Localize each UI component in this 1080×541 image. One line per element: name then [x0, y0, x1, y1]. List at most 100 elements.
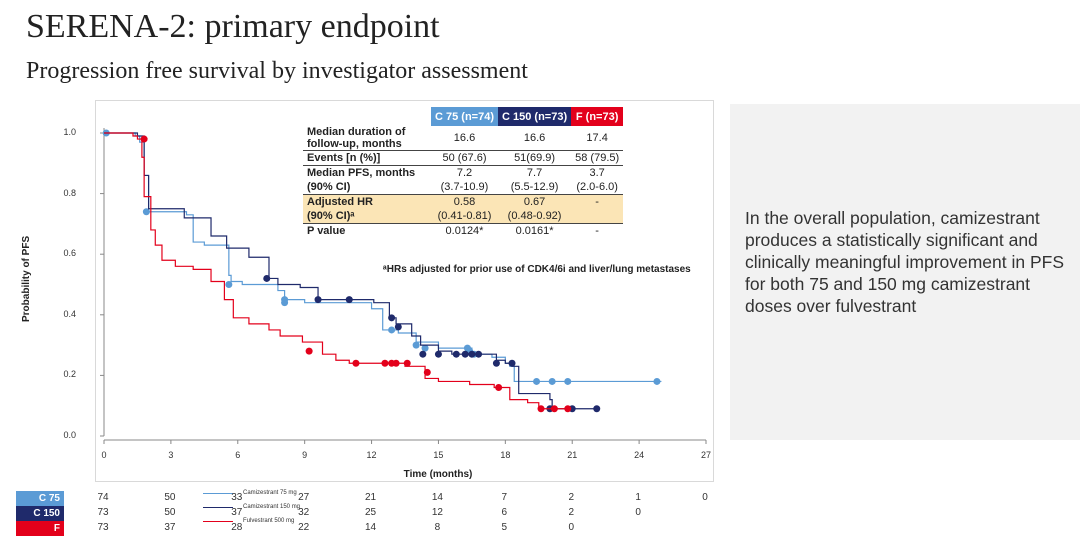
- legend-label: Camizestrant 75 mg: [243, 490, 297, 496]
- stats-cell: (0.41-0.81): [431, 209, 498, 224]
- legend-label: Camizestrant 150 mg: [243, 504, 301, 510]
- stats-cell: 7.2: [431, 165, 498, 180]
- stats-row-label: Adjusted HR: [303, 194, 431, 209]
- stats-cell: (5.5-12.9): [510, 181, 559, 193]
- stats-row-label: Median duration of follow-up, months: [307, 126, 406, 150]
- risk-count: 73: [97, 507, 109, 518]
- risk-count: 74: [97, 492, 109, 503]
- censor-mark: [564, 405, 572, 413]
- risk-count: 37: [231, 507, 243, 518]
- stats-header-c75: C 75 (n=74): [431, 107, 498, 126]
- stats-row-label: (90% CI): [307, 181, 351, 193]
- stats-cell: -: [571, 194, 624, 209]
- risk-count: 12: [431, 507, 443, 518]
- legend-swatch: [203, 520, 233, 522]
- censor-mark: [434, 350, 442, 358]
- stats-cell: 3.7: [571, 165, 624, 180]
- stats-cell: 7.7: [498, 165, 572, 180]
- censor-mark: [305, 347, 313, 355]
- risk-count: 2: [568, 507, 574, 518]
- risk-count: 28: [231, 522, 243, 533]
- callout-text: In the overall population, camizestrant …: [745, 208, 1065, 316]
- censor-mark: [392, 359, 400, 367]
- risk-count: 37: [164, 522, 176, 533]
- stats-row: P value 0.0124* 0.0161* -: [303, 223, 624, 238]
- series-line-3: [104, 132, 568, 410]
- stats-cell: (3.7-10.9): [440, 181, 489, 193]
- risk-count: 14: [431, 492, 443, 503]
- censor-mark: [419, 350, 427, 358]
- censor-mark: [548, 377, 556, 385]
- risk-row-label: F: [16, 521, 64, 536]
- stats-row-label: Events [n (%)]: [303, 150, 431, 166]
- chart-frame: 0 3 6 9 12 15 18 21 24 27 Time (months) Camizestra…: [95, 100, 714, 524]
- legend-label: Fulvestrant 500 mg: [243, 518, 295, 524]
- censor-mark: [508, 359, 516, 367]
- censor-mark: [537, 405, 545, 413]
- stats-cell: (2.0-6.0): [576, 181, 618, 193]
- stats-row-label: (90% CI)ᵃ: [303, 209, 431, 224]
- stats-header-c150: C 150 (n=73): [498, 107, 572, 126]
- risk-count: 0: [702, 492, 708, 503]
- risk-count: 50: [164, 507, 176, 518]
- page-title: SERENA-2: primary endpoint: [26, 8, 440, 45]
- stats-cell: 51(69.9): [498, 150, 572, 166]
- censor-mark: [461, 350, 469, 358]
- risk-count: 33: [231, 492, 243, 503]
- risk-count: 27: [298, 492, 310, 503]
- stats-row: Events [n (%)] 50 (67.6) 51(69.9) 58 (79.5): [303, 150, 624, 166]
- stats-row: Adjusted HR 0.58 0.67-: [303, 194, 624, 209]
- y-tick-label: 1.0: [63, 127, 76, 137]
- risk-count: 14: [364, 522, 377, 533]
- y-tick-label: 0.2: [63, 369, 76, 380]
- censor-mark: [495, 384, 503, 392]
- risk-row-label: C 150: [16, 506, 64, 521]
- x-tick-label: 18: [500, 450, 510, 460]
- x-tick-label: 0: [101, 450, 106, 460]
- stats-cell: 17.4: [586, 132, 608, 144]
- stats-cell: [571, 209, 624, 224]
- censor-mark: [412, 341, 420, 349]
- legend: Camizestrant 75 mg Camizestrant 150 mg Ful…: [203, 486, 300, 528]
- stats-cell: 58 (79.5): [571, 150, 624, 166]
- stats-cell: -: [571, 223, 624, 238]
- x-tick-label: 15: [433, 450, 443, 460]
- risk-count: 7: [501, 492, 508, 503]
- x-axis-label: Time (months): [404, 469, 473, 480]
- censor-mark: [475, 350, 483, 358]
- stats-row: Median duration of follow-up, months 16.6…: [303, 126, 623, 151]
- stats-row-label: P value: [303, 223, 431, 238]
- stats-cell: 0.0161*: [498, 223, 572, 238]
- stats-row-label: Median PFS, months: [303, 165, 431, 180]
- stats-header-f: F (n=73): [571, 107, 624, 126]
- stats-cell: 0.0124*: [431, 223, 498, 238]
- y-tick-label: 0.6: [63, 248, 76, 259]
- stats-row: (90% CI) (3.7-10.9) (5.5-12.9) (2.0-6.0): [303, 180, 623, 195]
- risk-count: 1: [635, 492, 641, 503]
- legend-swatch: [203, 492, 233, 494]
- y-tick-label: 0.8: [63, 187, 76, 198]
- censor-mark: [550, 405, 558, 413]
- y-tick-label: 0.0: [63, 430, 76, 440]
- stats-row: Median PFS, months 7.2 7.7 3.7: [303, 165, 624, 180]
- callout-box: In the overall population, camizestrant …: [730, 104, 1080, 440]
- legend-item: Camizestrant 75 mg: [203, 486, 300, 500]
- censor-mark: [423, 368, 431, 376]
- y-axis-label: Probability of PFS: [21, 235, 32, 322]
- x-tick-label: 3: [168, 450, 173, 460]
- stats-cell: 16.6: [453, 132, 476, 144]
- censor-mark: [345, 296, 353, 304]
- stats-row: (90% CI)ᵃ (0.41-0.81) (0.48-0.92): [303, 209, 624, 224]
- x-tick-label: 24: [634, 450, 644, 460]
- x-tick-label: 12: [367, 450, 377, 460]
- risk-count: 6: [501, 507, 508, 518]
- stats-cell: 16.6: [523, 132, 546, 144]
- km-plot: 0 3 6 9 12 15 18 21 24 27 Time (months): [100, 128, 711, 480]
- risk-count: 8: [434, 522, 441, 533]
- censor-mark: [593, 405, 601, 413]
- censor-mark: [263, 274, 271, 282]
- risk-count: 73: [97, 522, 109, 533]
- censor-mark: [533, 377, 541, 385]
- censor-mark: [564, 377, 572, 385]
- censor-mark: [281, 299, 289, 307]
